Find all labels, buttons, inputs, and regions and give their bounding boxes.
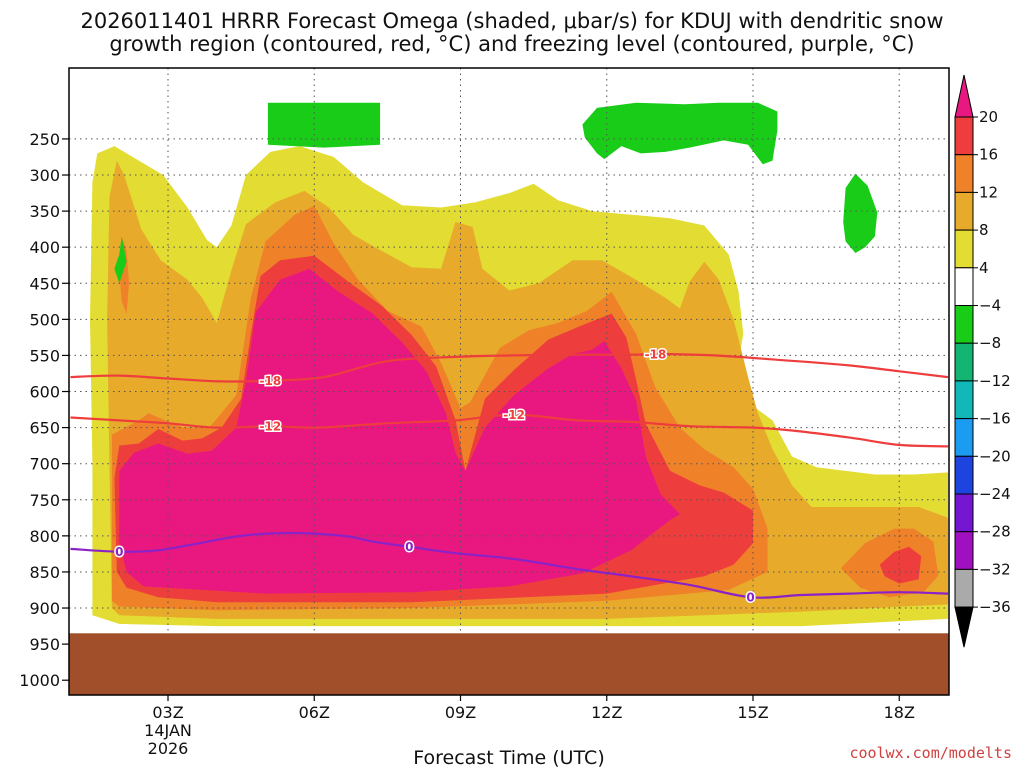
colorbar-label-11: −28 [979,523,1011,541]
y-axis: 250 300 350 400 450 500 550 600 650 700 750 800 850 9… [19,130,69,690]
contour-line-0-2 [70,531,949,599]
y-tick-label-450: 450 [29,274,60,293]
x-tick-label-18Z: 18Z [884,703,915,722]
colorbar-segment-9 [954,455,974,495]
colorbar-label-0: 20 [979,108,998,126]
colorbar-label-6: −8 [979,334,1001,352]
x-tick-label-03Z: 03Z [152,703,183,722]
y-tick-label-550: 550 [29,346,60,365]
y-tick-label-400: 400 [29,238,60,257]
colorbar-label-3: 8 [979,221,989,239]
x-tick-label-15Z: 15Z [737,703,768,722]
colorbar-segment-8 [954,418,974,457]
colorbar-bottom-arrow [954,606,974,648]
colorbar-label-9: −20 [979,447,1011,465]
chart-title-line-2: growth region (contoured, red, °C) and f… [109,32,914,56]
y-tick-label-750: 750 [29,491,60,510]
colorbar-label-12: −32 [979,560,1011,578]
ground-layer [69,633,949,695]
colorbar-label-1: 16 [979,146,998,164]
colorbar-segment-2 [954,191,974,231]
colorbar-segment-5 [954,305,974,344]
colorbar-label-7: −12 [979,372,1011,390]
x-tick-label-06Z: 06Z [299,703,330,722]
y-tick-label-900: 900 [29,599,60,618]
colorbar-segment-4 [954,267,974,306]
brand-watermark: coolwx.com/modelts [849,744,1012,762]
y-tick-label-800: 800 [29,527,60,546]
colorbar-label-5: −4 [979,297,1001,315]
contour-label--12-0: -12 [260,420,282,434]
omega-field-16-5 [879,546,922,584]
contour-label--18-1: -18 [645,347,667,361]
colorbar-segment-7 [954,380,974,420]
plot-frame [68,67,950,696]
colorbar-legend: 20 16 12 8 4 −4 −8 −12 −16 −20 −24 −28 −32 −36 [954,74,1011,648]
date-label-year: 2026 [148,739,189,758]
omega-field--8-9 [267,102,381,148]
contour-label-0-2: 0 [746,591,754,605]
colorbar-label-8: −16 [979,410,1011,428]
y-tick-label-350: 350 [29,202,60,221]
y-tick-label-700: 700 [29,455,60,474]
omega-field-20-7 [119,268,680,594]
colorbar-segment-12 [954,568,974,608]
x-tick-label-09Z: 09Z [445,703,476,722]
ground-fill [69,633,949,695]
y-tick-label-950: 950 [29,635,60,654]
colorbar-segment-10 [954,493,974,533]
colorbar-label-4: 4 [979,259,989,277]
y-tick-label-650: 650 [29,419,60,438]
omega-shaded-fields [90,102,949,627]
omega-field--8-11 [843,173,878,253]
colorbar-segment-3 [954,229,974,269]
colorbar-label-13: −36 [979,598,1011,616]
contour-label-0-1: 0 [405,540,413,554]
date-label-day: 14JAN [144,721,192,740]
contour-label--18-0: -18 [260,374,282,388]
x-axis: 03Z 06Z 09Z 12Z 15Z 18Z [152,695,915,722]
y-tick-label-850: 850 [29,563,60,582]
y-tick-label-500: 500 [29,310,60,329]
y-tick-label-250: 250 [29,130,60,149]
temperature-contours: -18 -18 -12 -12 0 0 0 [70,346,949,606]
y-tick-label-1000: 1000 [19,671,60,690]
y-tick-label-600: 600 [29,383,60,402]
colorbar-segment-11 [954,531,974,570]
colorbar-segment-6 [954,342,974,382]
omega-field--8-10 [582,102,778,165]
y-tick-label-300: 300 [29,166,60,185]
x-axis-title: Forecast Time (UTC) [413,747,604,768]
chart-title-line-1: 2026011401 HRRR Forecast Omega (shaded, … [80,9,943,33]
colorbar-segment-1 [954,154,974,193]
contour-line--18-0 [70,352,949,383]
colorbar-segment-0 [954,116,974,156]
colorbar-top-arrow [954,74,974,118]
omega-field--8-8 [114,236,127,284]
x-tick-label-12Z: 12Z [591,703,622,722]
colorbar-label-10: −24 [979,485,1011,503]
contour-line--12-1 [70,413,949,448]
contour-label-0-0: 0 [115,545,123,559]
contour-label--12-1: -12 [503,408,525,422]
colorbar-label-2: 12 [979,183,998,201]
